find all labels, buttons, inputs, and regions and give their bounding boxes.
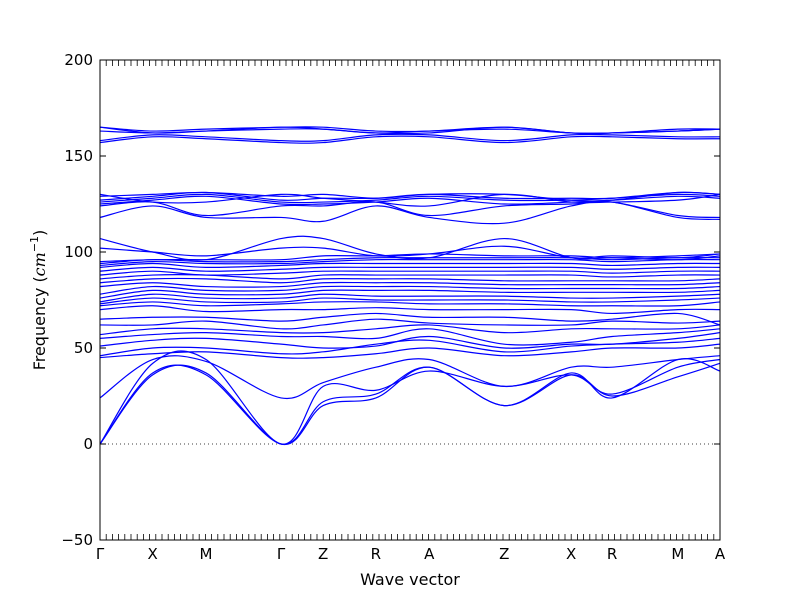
band-line-21	[99, 270, 721, 276]
y-tick-label: 100	[64, 243, 93, 261]
y-axis-title-unit: cm	[30, 252, 49, 276]
x-tick-label: Γ	[277, 545, 286, 563]
x-tick-label: M	[671, 545, 684, 563]
band-line-13	[99, 301, 721, 307]
band-line-40	[99, 126, 721, 135]
band-line-23	[99, 262, 721, 268]
band-line-14	[99, 297, 721, 305]
band-line-24	[99, 258, 721, 267]
band-line-10	[99, 318, 721, 330]
band-line-4	[99, 355, 721, 400]
y-axis-title-exponent: −1	[28, 236, 41, 252]
band-line-17	[99, 285, 721, 295]
y-tick-label: 50	[74, 339, 93, 357]
band-line-37	[99, 133, 721, 142]
band-line-22	[99, 266, 721, 272]
x-tick-label: M	[200, 545, 213, 563]
x-tick-label: X	[148, 545, 158, 563]
band-line-7	[99, 332, 721, 349]
band-line-12	[99, 305, 721, 315]
y-tick-label: 200	[64, 51, 93, 69]
y-tick-label: −50	[61, 531, 93, 549]
x-tick-label: R	[371, 545, 381, 563]
band-line-16	[99, 289, 721, 299]
band-line-30	[99, 200, 721, 219]
x-tick-label: X	[566, 545, 576, 563]
x-tick-label: Z	[499, 545, 509, 563]
band-line-9	[99, 324, 721, 336]
y-tick-label: 0	[83, 435, 93, 453]
band-line-25	[99, 257, 721, 265]
y-tick-labels: −50 0 50 100 150 200	[61, 51, 93, 549]
y-axis-title-suffix: )	[30, 230, 49, 236]
x-tick-label: Z	[318, 545, 328, 563]
y-axis-title: Frequency (cm−1)	[28, 230, 49, 371]
y-tick-label: 150	[64, 147, 93, 165]
band-line-5	[99, 343, 721, 359]
x-tick-label: Γ	[96, 545, 105, 563]
band-line-18	[99, 281, 721, 288]
band-line-2	[99, 362, 721, 445]
band-line-15	[99, 293, 721, 303]
band-line-8	[99, 328, 721, 346]
axis-ticks	[99, 59, 721, 541]
y-axis-title-prefix: Frequency (	[30, 276, 49, 370]
band-line-28	[99, 235, 721, 261]
band-line-34	[99, 191, 721, 202]
x-axis-title: Wave vector	[360, 570, 460, 589]
band-line-19	[99, 277, 721, 284]
band-line-3	[99, 350, 721, 445]
band-line-35	[99, 193, 721, 207]
band-lines	[99, 126, 721, 445]
band-line-36	[99, 135, 721, 144]
x-tick-label: A	[715, 545, 726, 563]
x-tick-label: R	[607, 545, 617, 563]
band-line-27	[99, 245, 721, 259]
band-line-11	[99, 312, 721, 326]
x-tick-label: A	[424, 545, 435, 563]
